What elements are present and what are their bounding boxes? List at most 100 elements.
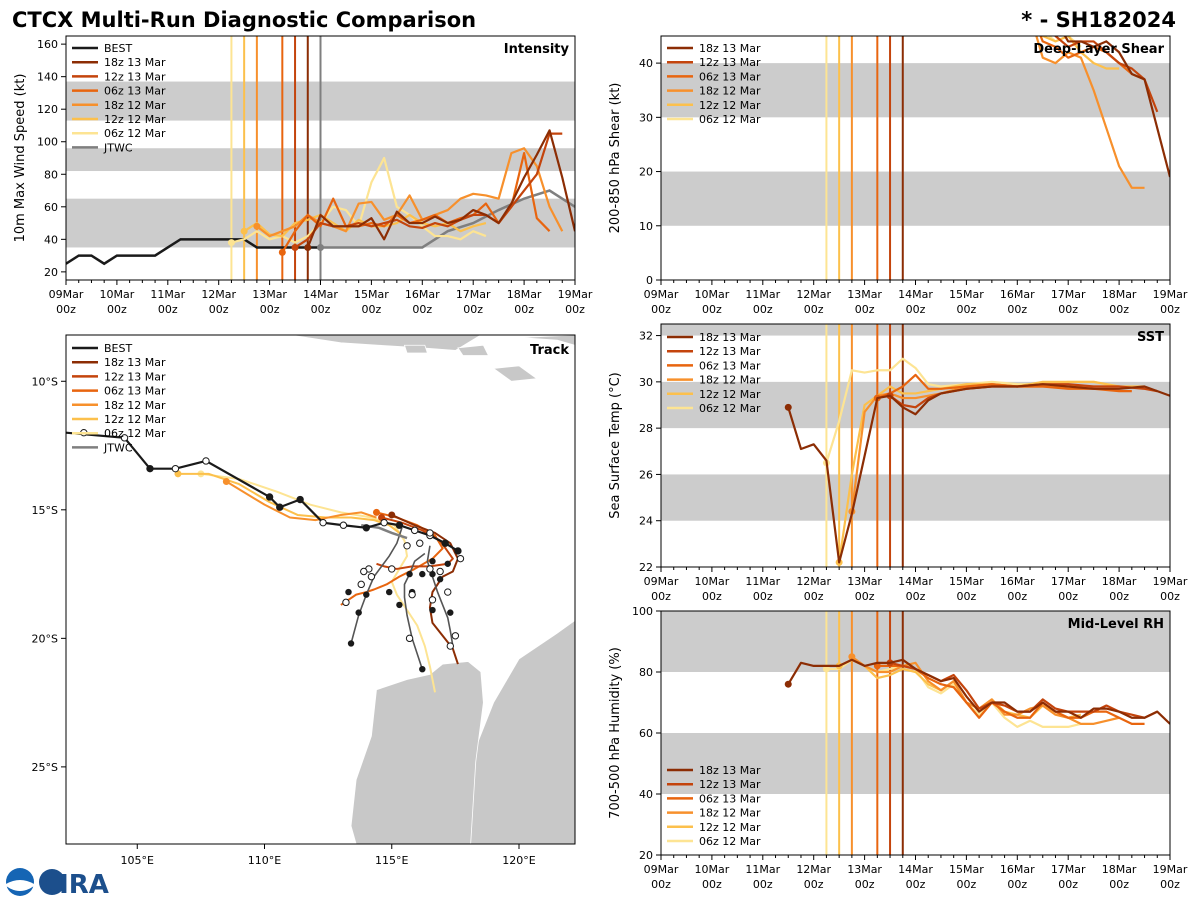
sst-legend-label: 06z 13 Mar: [699, 359, 761, 372]
sst-x-tick-sublabel: 00z: [804, 590, 824, 603]
rh-x-tick-sublabel: 00z: [651, 878, 671, 891]
intensity-x-tick-label: 19Mar: [558, 288, 593, 301]
track-x-tick-label: 105°E: [121, 854, 154, 867]
noaa-wave-icon: [6, 880, 34, 891]
sst-series-start-point: [784, 403, 792, 411]
intensity-panel-title: Intensity: [504, 42, 570, 57]
rh-series-start-point: [822, 665, 830, 673]
rh-x-tick-sublabel: 00z: [906, 878, 926, 891]
sst-panel: 09Mar 00z 10Mar 00z 11Mar 00z 12Mar 00z 13Mar 00z…: [608, 323, 1188, 603]
sst-x-tick-label: 11Mar: [745, 575, 780, 588]
intensity-x-tick-sublabel: 00z: [412, 303, 432, 316]
intensity-x-tick-sublabel: 00z: [158, 303, 178, 316]
sst-x-tick-label: 17Mar: [1051, 575, 1086, 588]
intensity-x-tick-sublabel: 00z: [463, 303, 483, 316]
track-best-point: [120, 434, 129, 442]
intensity-y-axis-label: 10m Max Wind Speed (kt): [13, 74, 28, 243]
track-forecast-point: [447, 609, 454, 616]
rh-x-tick-sublabel: 00z: [1007, 878, 1027, 891]
rh-legend-label: 06z 12 Mar: [699, 835, 761, 848]
sst-y-tick-label: 30: [639, 376, 653, 389]
rh-series-start-point: [848, 653, 856, 661]
shear-x-tick-sublabel: 00z: [906, 303, 926, 316]
rh-x-tick-label: 16Mar: [1000, 863, 1035, 876]
rh-legend-label: 12z 12 Mar: [699, 821, 761, 834]
track-best-point: [410, 526, 419, 535]
rh-x-tick-label: 15Mar: [949, 863, 984, 876]
track-forecast-point: [386, 588, 393, 596]
shear-legend-label: 18z 12 Mar: [699, 85, 761, 98]
sst-x-tick-label: 09Mar: [644, 575, 679, 588]
shear-y-axis-label: 200-850 hPa Shear (kt): [608, 83, 623, 234]
rh-x-tick-label: 14Mar: [898, 863, 933, 876]
track-forecast-point-open: [451, 632, 460, 640]
sst-x-tick-sublabel: 00z: [855, 590, 875, 603]
rh-legend-label: 18z 12 Mar: [699, 807, 761, 820]
rh-panel: 09Mar 00z 10Mar 00z 11Mar 00z 12Mar 00z 13Mar 00z…: [608, 605, 1188, 891]
shear-x-tick-label: 13Mar: [847, 288, 882, 301]
sst-x-tick-label: 16Mar: [1000, 575, 1035, 588]
intensity-y-tick-label: 20: [44, 266, 58, 279]
rh-y-tick-label: 80: [639, 666, 653, 679]
track-best-point: [171, 464, 180, 473]
intensity-x-tick-label: 09Mar: [49, 288, 84, 301]
shear-y-tick-label: 30: [639, 111, 653, 124]
track-forecast-point-open: [446, 642, 454, 650]
rh-x-tick-sublabel: 00z: [702, 878, 722, 891]
rh-y-tick-label: 40: [639, 788, 653, 801]
shear-legend-label: 06z 13 Mar: [699, 70, 761, 83]
rh-legend-label: 18z 13 Mar: [699, 764, 761, 777]
rh-series-line: [787, 658, 1170, 725]
rh-legend-label: 06z 13 Mar: [699, 792, 761, 805]
shear-legend-label: 06z 12 Mar: [699, 113, 761, 126]
sst-x-tick-sublabel: 00z: [651, 590, 671, 603]
sst-x-tick-sublabel: 00z: [1109, 590, 1129, 603]
intensity-series-start-point: [227, 239, 235, 247]
track-forecast-point: [396, 601, 403, 609]
track-x-tick-label: 120°E: [502, 854, 535, 867]
sst-legend-label: 06z 12 Mar: [699, 402, 761, 415]
intensity-series-start-point: [278, 248, 286, 256]
rh-series-start-point: [784, 680, 792, 688]
rh-y-tick-label: 20: [639, 849, 653, 862]
shear-panel: 09Mar 00z 10Mar 00z 11Mar 00z 12Mar 00z 13Mar 00z…: [608, 35, 1188, 316]
intensity-plot-area: [66, 36, 575, 280]
intensity-series-line: [306, 129, 575, 248]
sst-y-tick-label: 32: [639, 330, 653, 343]
track-best-point: [395, 521, 404, 529]
shear-y-tick-label: 40: [639, 57, 653, 70]
track-forecast-point: [363, 591, 370, 598]
intensity-x-tick-sublabel: 00z: [56, 303, 76, 316]
shear-x-tick-label: 15Mar: [949, 288, 984, 301]
sst-y-tick-label: 28: [639, 422, 653, 435]
track-forecast-point: [345, 588, 352, 596]
track-legend-label: 06z 13 Mar: [104, 385, 166, 398]
track-forecast-point: [444, 560, 451, 567]
shear-x-tick-label: 10Mar: [695, 288, 730, 301]
track-best-point: [362, 524, 371, 532]
rh-series-line: [851, 655, 1120, 725]
sst-x-tick-sublabel: 00z: [906, 590, 926, 603]
rh-x-tick-label: 10Mar: [695, 863, 730, 876]
intensity-legend-label: 06z 12 Mar: [104, 127, 166, 140]
shear-band: [661, 63, 1170, 118]
track-forecast-point-open: [367, 572, 376, 581]
sst-band: [661, 474, 1170, 521]
track-panel: 105°E 110°E 115°E 120°E 10°S 15°S 20°S 25°S Trac…: [32, 334, 576, 867]
intensity-y-tick-label: 100: [37, 136, 58, 149]
rh-x-tick-label: 19Mar: [1153, 863, 1188, 876]
track-forecast-point-open: [444, 588, 452, 596]
intensity-series-start-point: [253, 222, 261, 230]
shear-x-tick-sublabel: 00z: [1109, 303, 1129, 316]
shear-series-line: [1054, 36, 1159, 113]
track-legend-label: BEST: [104, 342, 132, 355]
intensity-x-tick-label: 12Mar: [201, 288, 236, 301]
sst-x-tick-sublabel: 00z: [702, 590, 722, 603]
cira-logo-text: CIRA: [40, 870, 109, 900]
track-panel-title: Track: [530, 343, 569, 358]
sst-x-tick-label: 15Mar: [949, 575, 984, 588]
sst-x-tick-label: 18Mar: [1102, 575, 1137, 588]
shear-x-tick-label: 14Mar: [898, 288, 933, 301]
